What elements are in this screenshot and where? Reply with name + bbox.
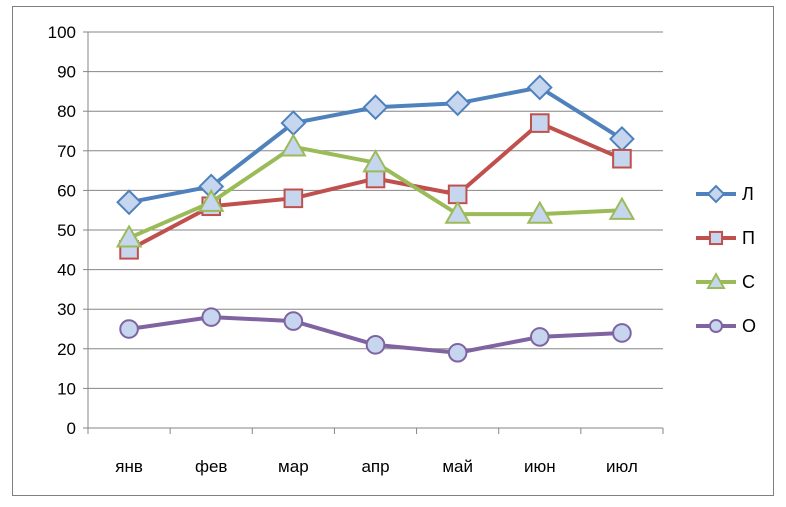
y-tick-label: 100 bbox=[48, 23, 76, 42]
legend-item-4: О bbox=[696, 316, 756, 336]
legend-item-3: С bbox=[696, 272, 755, 292]
data-point bbox=[444, 90, 471, 117]
data-point bbox=[529, 113, 550, 133]
legend-marker bbox=[706, 272, 726, 289]
y-tick-label: 50 bbox=[57, 221, 76, 240]
x-tick-label: фев bbox=[195, 457, 227, 476]
series-layer bbox=[115, 74, 636, 363]
y-axis-ticks: 0 10 20 30 40 50 60 70 80 90 100 bbox=[48, 23, 88, 438]
data-point bbox=[119, 319, 139, 339]
data-point bbox=[529, 327, 550, 347]
data-point bbox=[116, 189, 143, 216]
y-tick-label: 20 bbox=[57, 340, 76, 359]
series-2 bbox=[119, 113, 632, 260]
data-point bbox=[444, 200, 471, 224]
data-point bbox=[447, 342, 468, 363]
legend-label: Л bbox=[742, 184, 754, 204]
x-tick-label: июн bbox=[524, 457, 556, 476]
x-tick-label: мар bbox=[278, 457, 309, 476]
data-point bbox=[283, 188, 304, 209]
y-tick-label: 40 bbox=[57, 261, 76, 280]
data-point bbox=[201, 307, 222, 327]
series-3 bbox=[115, 133, 636, 248]
data-point bbox=[526, 74, 553, 101]
data-point bbox=[365, 335, 386, 355]
x-axis-ticks: янв фев мар апр май июн июл bbox=[87, 428, 664, 476]
series-4 bbox=[119, 307, 632, 363]
data-point bbox=[612, 323, 632, 343]
y-tick-label: 80 bbox=[57, 102, 76, 121]
data-point bbox=[362, 94, 389, 121]
legend-marker bbox=[706, 184, 726, 204]
legend-marker bbox=[708, 318, 724, 334]
data-point bbox=[608, 125, 635, 152]
legend-marker bbox=[708, 230, 724, 246]
legend-label: С bbox=[742, 272, 755, 292]
x-tick-label: май bbox=[442, 457, 473, 476]
y-tick-label: 10 bbox=[57, 379, 76, 398]
line-chart: 0 10 20 30 40 50 60 70 80 90 100 янв фев мар апр май ию… bbox=[48, 23, 756, 476]
y-tick-label: 70 bbox=[57, 142, 76, 161]
data-point bbox=[447, 184, 468, 205]
y-tick-label: 60 bbox=[57, 181, 76, 200]
legend-item-1: Л bbox=[696, 184, 754, 204]
legend-item-2: П bbox=[696, 228, 755, 248]
x-tick-label: янв bbox=[115, 457, 143, 476]
data-point bbox=[115, 224, 143, 248]
series-1 bbox=[116, 74, 635, 216]
legend-label: О bbox=[742, 316, 756, 336]
legend: Л П С О bbox=[696, 184, 756, 336]
chart-frame: 0 10 20 30 40 50 60 70 80 90 100 янв фев мар апр май ию… bbox=[12, 6, 774, 496]
data-point bbox=[608, 196, 636, 220]
data-point bbox=[365, 168, 386, 189]
y-tick-label: 90 bbox=[57, 63, 76, 82]
data-point bbox=[197, 188, 225, 212]
data-point bbox=[526, 200, 554, 224]
y-tick-label: 0 bbox=[67, 419, 76, 438]
data-point bbox=[612, 148, 632, 169]
data-point bbox=[283, 311, 304, 331]
legend-label: П bbox=[742, 228, 755, 248]
data-point bbox=[280, 133, 307, 157]
y-tick-label: 30 bbox=[57, 300, 76, 319]
data-point bbox=[362, 149, 389, 173]
x-tick-label: апр bbox=[361, 457, 389, 476]
x-tick-label: июл bbox=[606, 457, 638, 476]
